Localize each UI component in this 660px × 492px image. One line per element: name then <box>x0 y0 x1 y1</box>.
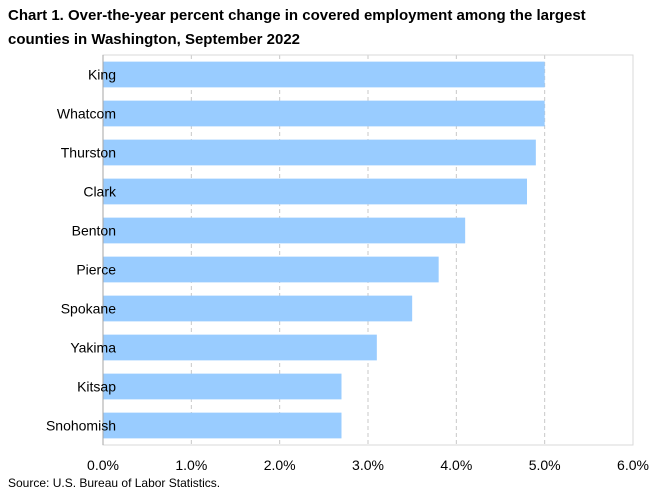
x-tick-labels: 0.0% 1.0% 2.0% 3.0% 4.0% 5.0% 6.0% <box>87 457 649 473</box>
bar-clark <box>103 178 527 205</box>
x-tick-label: 4.0% <box>440 457 472 473</box>
bar-benton <box>103 217 466 244</box>
source-note: Source: U.S. Bureau of Labor Statistics. <box>8 476 221 490</box>
bar-thurston <box>103 139 536 166</box>
bar-spokane <box>103 295 413 322</box>
category-label: Snohomish <box>46 418 116 434</box>
category-label: Whatcom <box>57 106 116 122</box>
bar-pierce <box>103 256 439 283</box>
category-label: King <box>88 67 116 83</box>
bar-yakima <box>103 334 377 361</box>
bar-kitsap <box>103 373 342 400</box>
x-tick-label: 3.0% <box>352 457 384 473</box>
x-tick-label: 1.0% <box>175 457 207 473</box>
bars <box>103 61 545 439</box>
bar-whatcom <box>103 100 545 127</box>
category-label: Kitsap <box>77 379 116 395</box>
x-tick-label: 0.0% <box>87 457 119 473</box>
axes <box>102 54 634 446</box>
bar-snohomish <box>103 412 342 439</box>
bar-king <box>103 61 545 88</box>
category-label: Benton <box>72 223 116 239</box>
category-label: Clark <box>83 184 117 200</box>
x-tick-label: 5.0% <box>529 457 561 473</box>
category-label: Yakima <box>70 340 116 356</box>
x-tick-label: 2.0% <box>264 457 296 473</box>
x-tick-label: 6.0% <box>617 457 649 473</box>
category-label: Pierce <box>76 262 116 278</box>
category-labels: King Whatcom Thurston Clark Benton Pierce Spok… <box>46 67 117 434</box>
category-label: Spokane <box>61 301 116 317</box>
category-label: Thurston <box>61 145 116 161</box>
chart-title: Chart 1. Over-the-year percent change in… <box>8 7 586 48</box>
